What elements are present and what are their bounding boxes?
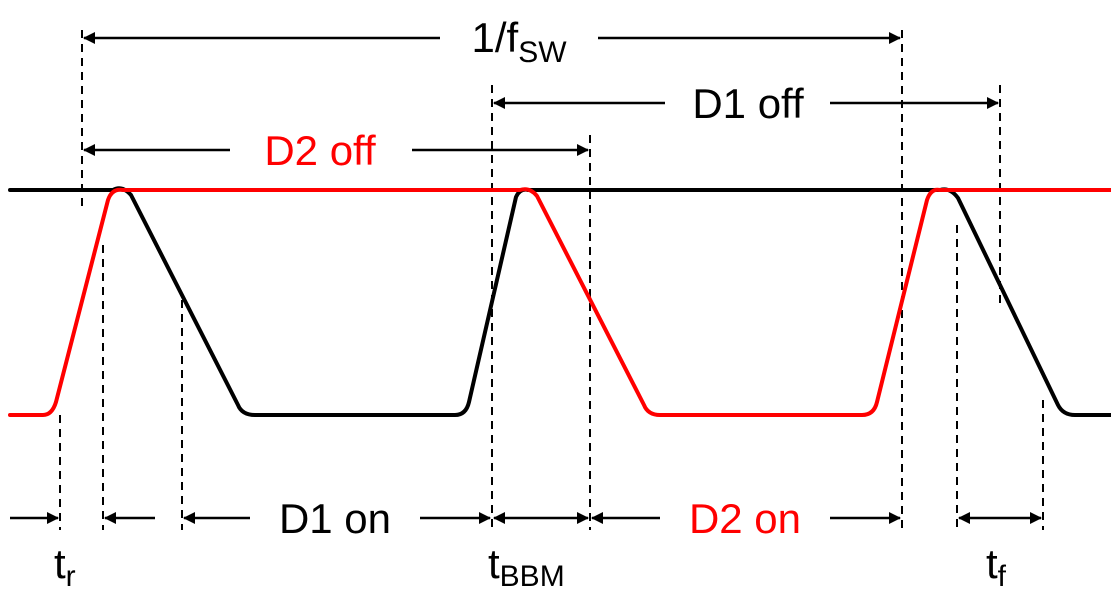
t-fall-sub: f bbox=[998, 560, 1007, 590]
d2-on-label: D2 on bbox=[689, 495, 801, 542]
d2-gate-waveform bbox=[8, 187, 1111, 417]
t-rise-main: t bbox=[54, 540, 66, 587]
d1-gate-waveform bbox=[8, 186, 1111, 417]
t-bbm-label: tBBM bbox=[488, 540, 565, 590]
t-rise-label: tr bbox=[54, 540, 76, 590]
t-bbm-main: t bbox=[488, 540, 500, 587]
top-annotation-arrows bbox=[83, 32, 999, 156]
d1-off-label: D1 off bbox=[692, 80, 804, 127]
period-label: 1/fSW bbox=[471, 14, 567, 69]
d1-on-label: D1 on bbox=[279, 495, 391, 542]
t-fall-label: tf bbox=[986, 540, 1007, 590]
period-label-main: 1/f bbox=[471, 14, 518, 61]
d2-off-label: D2 off bbox=[264, 127, 376, 174]
t-bbm-sub: BBM bbox=[500, 560, 565, 590]
dashed-reference-lines bbox=[59, 30, 1044, 530]
period-label-sub: SW bbox=[518, 36, 567, 69]
t-rise-sub: r bbox=[66, 560, 76, 590]
t-fall-main: t bbox=[986, 540, 998, 587]
